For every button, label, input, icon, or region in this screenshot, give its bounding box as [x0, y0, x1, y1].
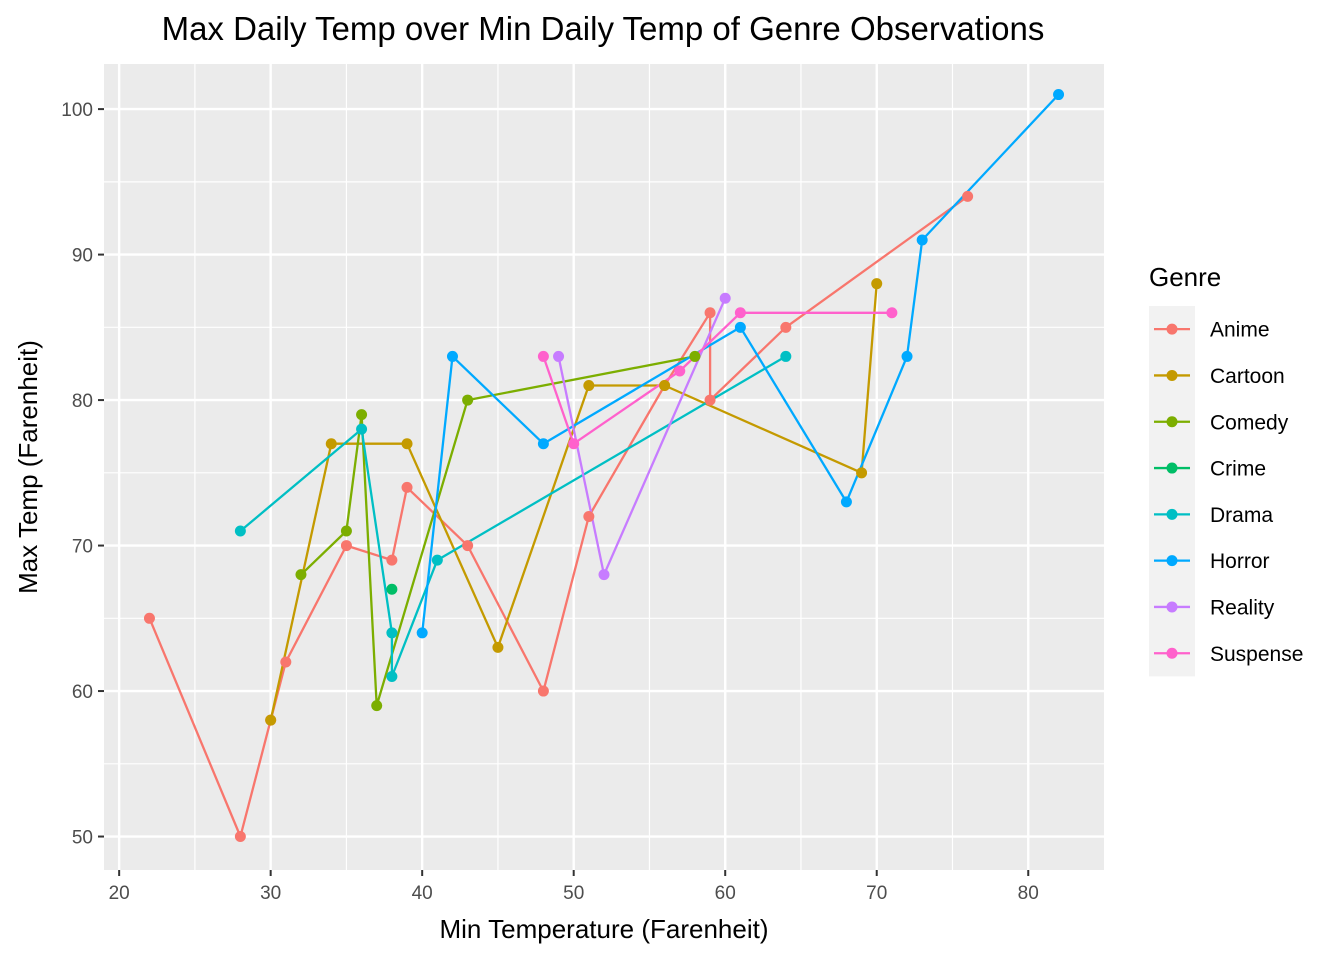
data-point-anime — [704, 394, 716, 406]
x-axis: 20 30 40 50 60 70 80 — [109, 870, 1039, 904]
y-axis: 50 60 70 80 90 100 — [61, 100, 104, 849]
data-point-comedy — [340, 525, 352, 537]
legend-label-comedy: Comedy — [1210, 411, 1289, 434]
data-point-horror — [1053, 89, 1065, 101]
legend-key-point-reality — [1166, 601, 1178, 613]
legend-items: Anime Cartoon Comedy Crime Drama Horror Realit… — [1149, 306, 1303, 677]
x-tick-label: 30 — [260, 883, 281, 904]
data-point-cartoon — [583, 380, 595, 392]
data-point-drama — [386, 671, 398, 683]
major-grid-lines — [104, 64, 1104, 870]
data-point-drama — [234, 525, 246, 537]
data-point-drama — [780, 350, 792, 362]
data-point-crime — [386, 583, 398, 595]
legend-key-point-anime — [1166, 323, 1178, 335]
data-point-cartoon — [659, 380, 671, 392]
legend-key-background — [1149, 306, 1195, 677]
data-point-anime — [583, 510, 595, 522]
x-tick-label: 50 — [563, 883, 584, 904]
data-point-horror — [734, 321, 746, 333]
y-tick-label: 50 — [72, 828, 93, 849]
data-point-drama — [431, 554, 443, 566]
data-point-anime — [280, 656, 292, 668]
data-point-anime — [462, 540, 474, 552]
series-line-horror — [421, 93, 1060, 634]
data-point-reality — [719, 292, 731, 304]
data-point-cartoon — [871, 278, 883, 290]
x-tick-label: 80 — [1018, 883, 1039, 904]
data-point-horror — [446, 350, 458, 362]
data-point-horror — [840, 496, 852, 508]
legend-label-cartoon: Cartoon — [1210, 365, 1285, 388]
y-tick-label: 60 — [72, 682, 93, 703]
data-point-anime — [143, 612, 155, 624]
data-point-anime — [780, 321, 792, 333]
plot-panel — [104, 64, 1104, 870]
x-tick-label: 60 — [715, 883, 736, 904]
data-point-anime — [537, 685, 549, 697]
legend-label-horror: Horror — [1210, 550, 1270, 573]
data-point-reality — [553, 350, 565, 362]
data-point-horror — [416, 627, 428, 639]
data-point-comedy — [462, 394, 474, 406]
legend-key-point-suspense — [1166, 647, 1178, 659]
data-point-anime — [386, 554, 398, 566]
data-point-suspense — [568, 438, 580, 450]
data-point-suspense — [734, 307, 746, 319]
data-point-comedy — [371, 700, 383, 712]
data-point-comedy — [356, 409, 368, 421]
data-point-cartoon — [856, 467, 868, 479]
y-tick-label: 70 — [72, 537, 93, 558]
legend-label-suspense: Suspense — [1210, 643, 1303, 666]
legend-label-crime: Crime — [1210, 458, 1266, 481]
data-point-anime — [401, 481, 413, 493]
data-point-suspense — [674, 365, 686, 377]
data-point-horror — [901, 350, 913, 362]
data-point-cartoon — [325, 438, 337, 450]
legend-label-anime: Anime — [1210, 319, 1270, 342]
x-tick-label: 20 — [109, 883, 130, 904]
data-point-horror — [537, 438, 549, 450]
legend-label-drama: Drama — [1210, 504, 1273, 527]
legend-key-point-cartoon — [1166, 369, 1178, 381]
data-point-anime — [234, 831, 246, 843]
legend-key-point-horror — [1166, 555, 1178, 567]
data-point-drama — [386, 627, 398, 639]
legend-label-reality: Reality — [1210, 596, 1275, 619]
data-point-anime — [704, 307, 716, 319]
data-point-anime — [340, 540, 352, 552]
series-line-comedy — [300, 355, 696, 707]
data-point-reality — [598, 569, 610, 581]
legend-title: Genre — [1149, 262, 1221, 292]
data-point-suspense — [537, 350, 549, 362]
data-point-cartoon — [401, 438, 413, 450]
data-point-cartoon — [265, 714, 277, 726]
x-axis-title: Min Temperature (Farenheit) — [440, 914, 769, 944]
series-points — [143, 89, 1065, 843]
data-point-comedy — [295, 569, 307, 581]
data-point-horror — [916, 234, 928, 246]
x-tick-label: 70 — [866, 883, 887, 904]
legend-key-point-drama — [1166, 508, 1178, 520]
y-axis-title: Max Temp (Farenheit) — [13, 340, 43, 594]
series-line-drama — [239, 355, 787, 678]
data-point-drama — [356, 423, 368, 435]
y-tick-label: 100 — [61, 100, 93, 121]
legend-key-point-crime — [1166, 462, 1178, 474]
data-point-anime — [962, 190, 974, 202]
data-point-cartoon — [492, 641, 504, 653]
legend-key-point-comedy — [1166, 416, 1178, 428]
x-tick-label: 40 — [412, 883, 433, 904]
y-tick-label: 90 — [72, 246, 93, 267]
data-point-comedy — [689, 350, 701, 362]
legend: Genre Anime Cartoon Comedy Crime Drama Horror… — [1149, 262, 1303, 677]
y-tick-label: 80 — [72, 391, 93, 412]
chart-title: Max Daily Temp over Min Daily Temp of Ge… — [162, 10, 1045, 47]
data-point-suspense — [886, 307, 898, 319]
